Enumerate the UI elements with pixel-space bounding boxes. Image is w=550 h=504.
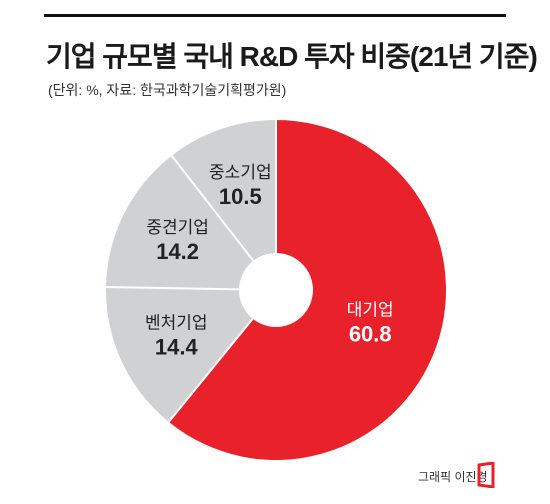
slice-separator-1 <box>168 318 254 423</box>
chart-subtitle: (단위: %, 자료: 한국과학기술기획평가원) <box>48 82 287 98</box>
publisher-logo-icon <box>477 462 495 488</box>
top-rule <box>44 14 506 17</box>
slice-3 <box>171 120 276 261</box>
slice-separator-2 <box>106 286 240 291</box>
slice-value-0: 60.8 <box>349 321 392 346</box>
slice-label-0: 대기업 <box>347 300 394 319</box>
slice-1 <box>106 287 253 422</box>
slice-2 <box>106 155 254 290</box>
slice-value-1: 14.4 <box>155 334 199 359</box>
slice-separator-3 <box>170 155 255 262</box>
slice-value-3: 10.5 <box>219 184 262 209</box>
slice-value-2: 14.2 <box>156 239 199 264</box>
chart-title: 기업 규모별 국내 R&D 투자 비중(21년 기준) <box>46 41 538 72</box>
slice-0 <box>168 120 447 460</box>
slice-label-3: 중소기업 <box>209 163 272 182</box>
slice-label-1: 벤처기업 <box>145 313 208 332</box>
graphic-credit: 그래픽 이진경 <box>418 470 488 484</box>
slice-label-2: 중견기업 <box>146 218 209 237</box>
